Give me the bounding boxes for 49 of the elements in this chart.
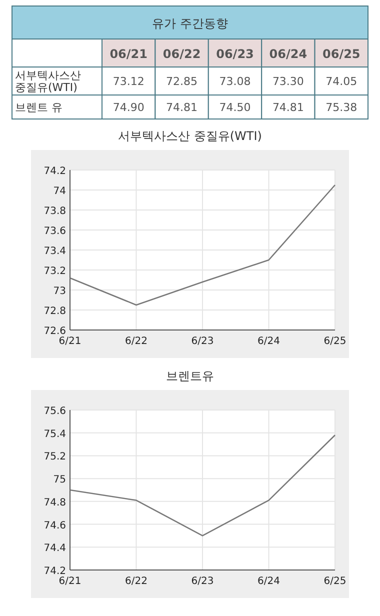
y-tick-label: 74.4 [44, 543, 66, 554]
category-label: 06/22 [162, 47, 201, 61]
y-tick-label: 73 [53, 286, 66, 297]
y-tick-label: 74.6 [44, 520, 66, 532]
chart-title: 브렌트유 [166, 369, 214, 383]
y-tick-label: 74 [53, 186, 66, 197]
line-series [69, 434, 336, 536]
y-tick-label: 74.2 [44, 566, 66, 577]
y-tick-label: 73.2 [44, 266, 66, 277]
y-tick-label: 75.4 [44, 428, 66, 440]
y-tick-label: 72.6 [44, 326, 66, 337]
text: 73.12 [112, 75, 144, 88]
y-tick-label: 74.8 [44, 497, 66, 508]
x-tick-label: 6/21 [58, 576, 82, 587]
text: 73.08 [219, 75, 251, 88]
text: 74.50 [219, 101, 251, 114]
category-label: 06/21 [110, 47, 148, 61]
text: 74.81 [272, 101, 304, 114]
y-tick-label: 75 [53, 474, 66, 486]
text: 74.05 [326, 75, 358, 88]
x-tick-label: 6/22 [125, 576, 148, 587]
x-tick-label: 6/25 [324, 576, 346, 587]
x-tick-label: 6/23 [191, 576, 214, 587]
category-label: 06/25 [322, 47, 360, 61]
text: 72.85 [166, 75, 198, 88]
text: 유가 주간동향 [152, 16, 228, 30]
x-tick-label: 6/24 [258, 576, 280, 587]
x-tick-label: 6/24 [258, 336, 280, 347]
y-tick-label: 74.2 [44, 166, 66, 177]
text: 74.81 [166, 101, 198, 114]
text: 74.90 [112, 101, 144, 114]
y-tick-label: 75.2 [44, 452, 66, 463]
y-tick-label: 73.4 [44, 246, 66, 257]
x-tick-label: 6/25 [324, 336, 346, 347]
category-label: 06/24 [269, 47, 308, 61]
text: 브렌트 유 [15, 101, 62, 114]
line-series [69, 184, 336, 306]
x-tick-label: 6/23 [191, 336, 214, 347]
chart-title: 서부텍사스산 중질유(WTI) [118, 129, 262, 143]
text: 73.30 [272, 75, 304, 88]
category-label: 06/23 [216, 47, 254, 61]
y-tick-label: 73.8 [44, 206, 66, 217]
y-tick-label: 75.6 [44, 406, 66, 417]
x-tick-label: 6/21 [58, 336, 82, 347]
x-tick-label: 6/22 [125, 336, 148, 347]
y-tick-label: 72.8 [44, 306, 66, 317]
text: 서부텍사스산 중질유(WTI) [15, 69, 81, 94]
y-tick-label: 73.6 [44, 226, 66, 237]
text: 75.38 [326, 101, 358, 114]
